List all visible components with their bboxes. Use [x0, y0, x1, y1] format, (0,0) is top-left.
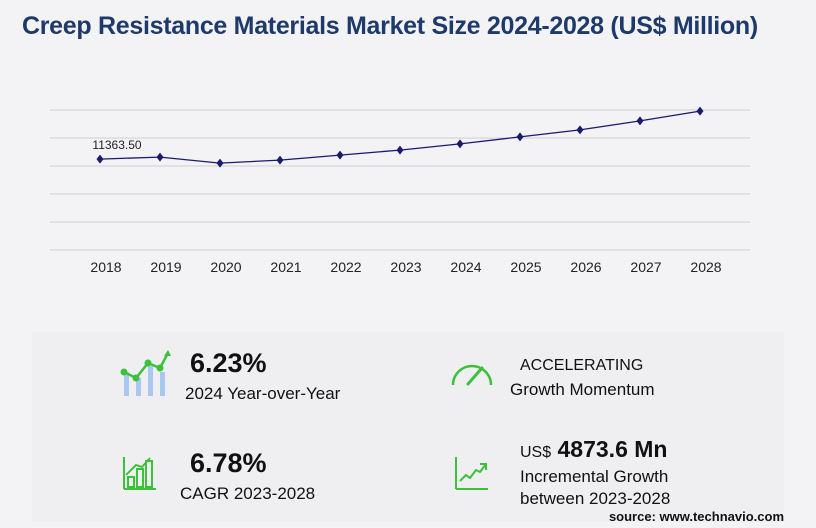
chart-title: Creep Resistance Materials Market Size 2… — [22, 12, 758, 40]
incremental-amount: 4873.6 Mn — [557, 436, 668, 462]
x-tick-label: 2028 — [690, 259, 721, 275]
incremental-label-1: Incremental Growth — [520, 467, 669, 486]
data-point — [636, 116, 644, 126]
source-text: source: www.technavio.com — [608, 509, 784, 524]
momentum-label: Growth Momentum — [510, 380, 655, 399]
stats-panel — [32, 332, 784, 522]
data-point — [156, 152, 164, 162]
growth-chart-icon — [120, 350, 171, 396]
x-tick-label: 2027 — [630, 259, 661, 275]
data-point — [96, 154, 104, 164]
x-tick-label: 2019 — [150, 259, 181, 275]
incremental-label-2: between 2023-2028 — [520, 489, 671, 508]
line-chart: 2018 2019 2020 2021 2022 2023 2024 2025 2026 2027… — [50, 106, 750, 275]
x-tick-label: 2020 — [210, 259, 241, 275]
data-point — [516, 132, 524, 142]
momentum-value: ACCELERATING — [520, 357, 644, 374]
bar-growth-icon — [123, 457, 156, 490]
x-tick-label: 2026 — [570, 259, 601, 275]
yoy-label: 2024 Year-over-Year — [185, 384, 341, 403]
trend-up-icon — [455, 457, 488, 490]
yoy-value: 6.23% — [190, 348, 267, 378]
cagr-value: 6.78% — [190, 448, 267, 478]
speedometer-icon — [451, 364, 493, 386]
data-point — [696, 106, 704, 116]
data-point — [576, 125, 584, 135]
data-point — [456, 139, 464, 149]
x-tick-label: 2023 — [390, 259, 421, 275]
x-tick-label: 2025 — [510, 259, 541, 275]
x-tick-label: 2024 — [450, 259, 481, 275]
series-line — [99, 110, 701, 164]
cagr-label: CAGR 2023-2028 — [180, 484, 316, 503]
incremental-value: US$ 4873.6 Mn — [520, 436, 667, 463]
x-tick-label: 2018 — [90, 259, 121, 275]
currency-prefix: US$ — [520, 444, 552, 461]
x-tick-label: 2021 — [270, 259, 301, 275]
data-point — [216, 158, 224, 168]
data-point — [336, 150, 344, 160]
data-point — [396, 145, 404, 155]
data-label: 11363.50 — [92, 138, 141, 152]
x-tick-label: 2022 — [330, 259, 361, 275]
data-point — [276, 155, 284, 165]
